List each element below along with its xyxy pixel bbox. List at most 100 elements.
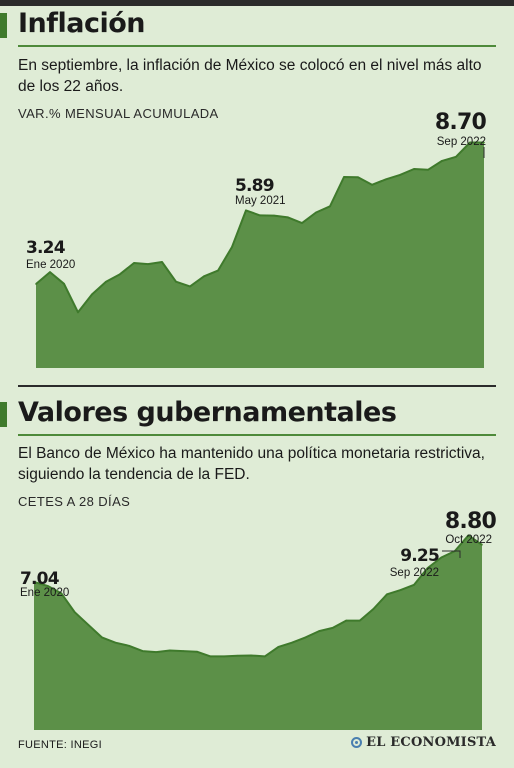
label-leader	[442, 550, 461, 558]
data-point	[169, 649, 171, 652]
data-label-value: 5.89	[235, 176, 274, 196]
data-point	[128, 645, 130, 647]
data-point	[87, 624, 90, 626]
data-point	[259, 214, 261, 217]
data-point	[483, 141, 485, 144]
data-label-date: May 2021	[235, 195, 286, 207]
data-point	[182, 650, 185, 652]
data-point	[329, 205, 331, 208]
data-point	[413, 584, 415, 586]
data-point	[467, 534, 470, 537]
data-point	[343, 176, 345, 178]
brand-name: EL ECONOMISTA	[366, 735, 496, 750]
section-divider	[18, 385, 496, 387]
data-point	[359, 619, 361, 622]
data-point	[203, 275, 205, 278]
data-point	[175, 280, 177, 283]
data-point	[264, 655, 266, 658]
data-point	[161, 261, 163, 263]
data-point	[315, 211, 317, 214]
bonds-title-rule	[18, 434, 496, 436]
data-point	[440, 556, 443, 559]
data-label-value: 9.25	[400, 546, 439, 566]
data-point	[91, 293, 93, 296]
data-point	[223, 655, 225, 658]
bonds-metric-label: CETES A 28 DÍAS	[18, 494, 131, 509]
series-line	[33, 534, 483, 658]
data-label-value: 8.80	[445, 509, 497, 534]
data-point	[77, 311, 79, 314]
top-bar	[0, 0, 514, 6]
data-point	[141, 650, 144, 652]
data-point	[133, 262, 135, 264]
data-point	[236, 654, 239, 657]
data-point	[46, 585, 49, 587]
data-label-value: 3.24	[26, 238, 66, 258]
data-point	[318, 630, 320, 632]
data-point	[231, 246, 233, 248]
brand-logo: EL ECONOMISTA	[351, 735, 496, 750]
data-point	[441, 160, 443, 162]
data-point	[399, 589, 402, 591]
data-point	[49, 271, 51, 273]
section-marker	[0, 402, 7, 427]
data-point	[63, 283, 65, 285]
data-point	[73, 611, 76, 613]
data-label-date: Sep 2022	[437, 136, 486, 148]
data-point	[287, 216, 289, 219]
data-point	[357, 176, 359, 179]
inflation-subtitle: En septiembre, la inflación de México se…	[18, 57, 482, 95]
data-point	[245, 209, 247, 212]
data-point	[469, 141, 471, 144]
data-label-date: Ene 2020	[20, 587, 69, 599]
data-point	[331, 627, 334, 629]
data-point	[60, 592, 62, 594]
data-point	[386, 593, 388, 596]
data-point	[33, 581, 35, 583]
data-point	[399, 174, 401, 176]
area-series	[36, 142, 484, 368]
data-point	[277, 646, 280, 648]
data-point	[114, 641, 117, 644]
data-point	[372, 608, 375, 610]
data-point	[196, 650, 198, 653]
data-point	[155, 651, 157, 653]
data-point	[273, 214, 275, 217]
data-point	[250, 654, 252, 657]
data-point	[385, 178, 387, 181]
data-point	[35, 283, 37, 285]
data-point	[427, 169, 429, 171]
data-point	[217, 269, 219, 272]
data-point	[209, 655, 212, 658]
data-point	[413, 168, 415, 170]
data-point	[119, 273, 121, 276]
data-point	[147, 263, 149, 265]
data-label-date: Ene 2020	[26, 259, 75, 271]
data-point	[371, 184, 373, 186]
bonds-subtitle: El Banco de México ha mantenido una polí…	[18, 445, 485, 483]
data-label-value: 7.04	[20, 569, 60, 589]
data-point	[291, 641, 293, 644]
data-label-value: 8.70	[435, 110, 487, 135]
source-note: FUENTE: INEGI	[18, 739, 102, 751]
data-point	[426, 567, 429, 569]
inflation-metric-label: VAR.% MENSUAL ACUMULADA	[18, 106, 219, 121]
data-point	[481, 544, 483, 546]
data-point	[105, 280, 107, 283]
data-point	[189, 285, 191, 288]
brand-globe-icon	[351, 737, 363, 748]
area-series	[34, 535, 482, 730]
data-point	[345, 619, 348, 622]
inflation-title-rule	[18, 45, 496, 47]
data-point	[301, 222, 303, 224]
data-label-date: Sep 2022	[390, 567, 439, 579]
data-point	[101, 636, 103, 639]
inflation-title: Inflación	[18, 8, 146, 39]
section-marker	[0, 13, 7, 38]
bonds-title: Valores gubernamentales	[18, 397, 397, 428]
data-point	[455, 156, 457, 158]
data-label-date: Oct 2022	[445, 534, 492, 546]
data-point	[304, 636, 307, 639]
